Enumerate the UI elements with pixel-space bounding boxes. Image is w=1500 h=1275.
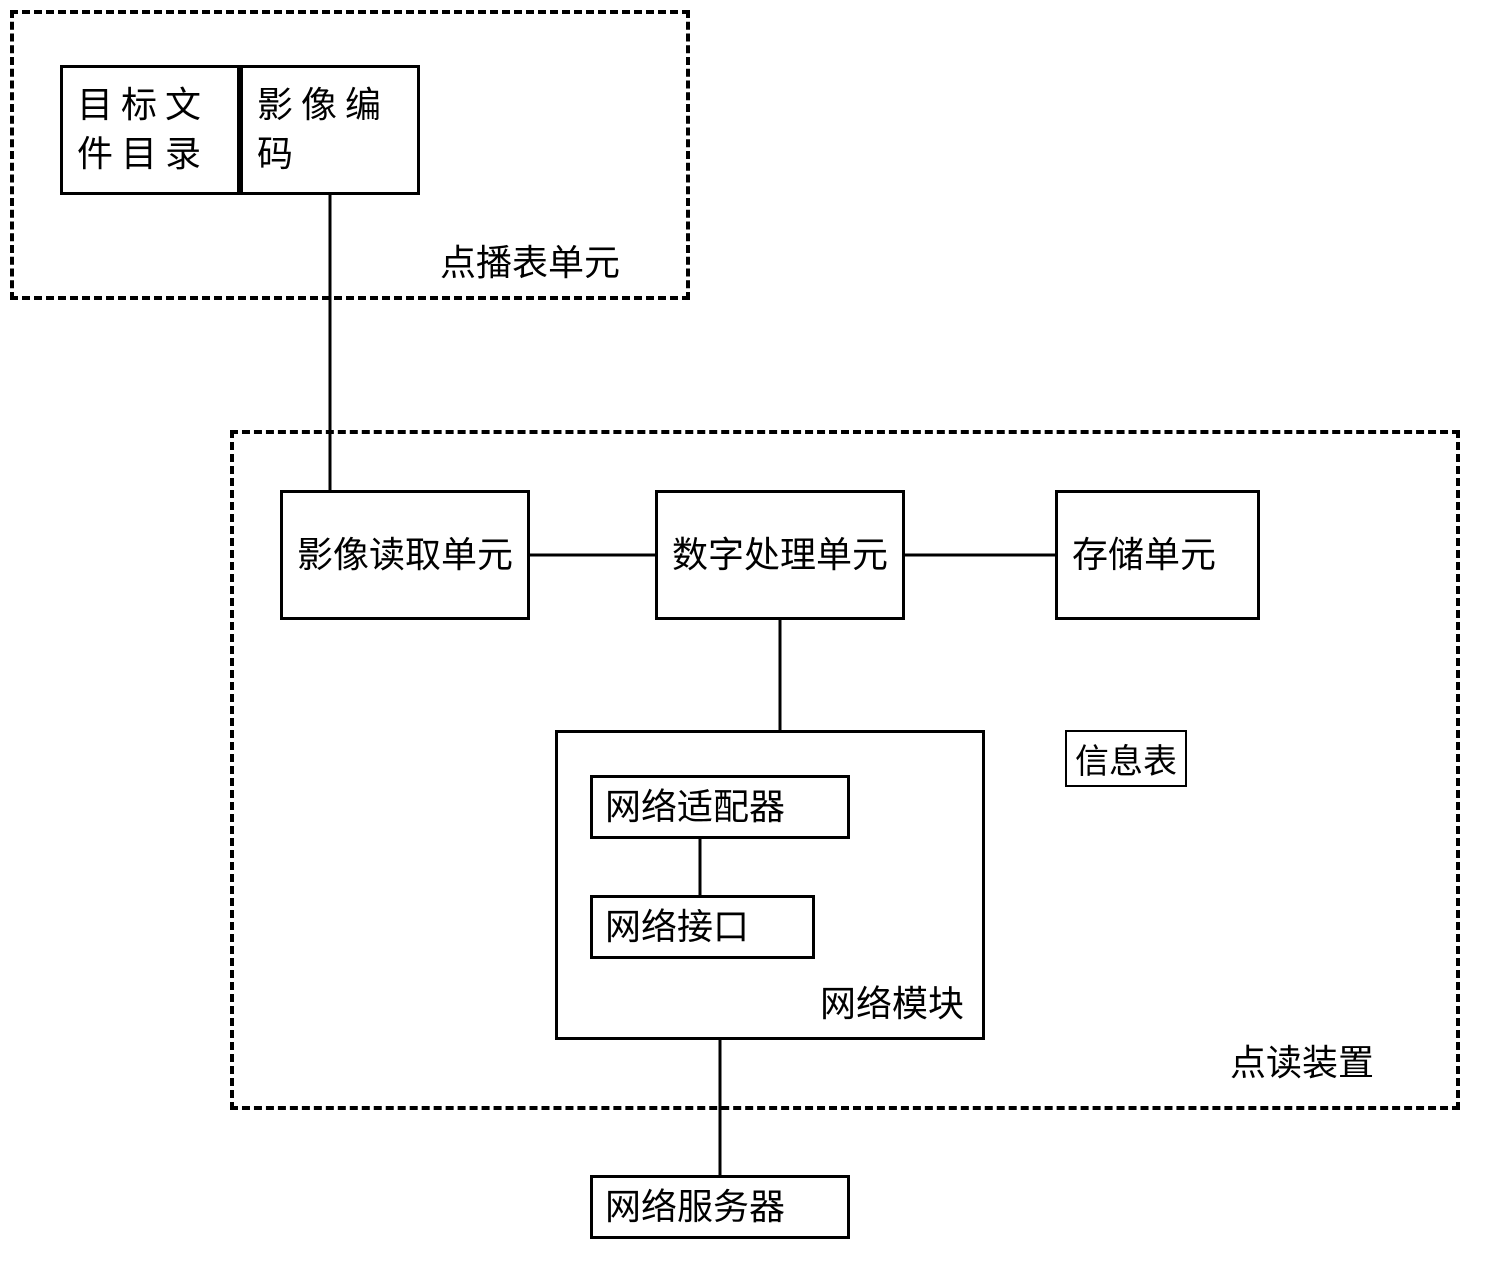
- dsp-box: 数字处理单元: [655, 490, 905, 620]
- info-table-text: 信息表: [1075, 744, 1177, 781]
- target-dir-text: 目标文件目录: [77, 81, 223, 178]
- net-adapter-box: 网络适配器: [590, 775, 850, 839]
- dsp-text: 数字处理单元: [672, 531, 888, 580]
- net-adapter-text: 网络适配器: [605, 783, 785, 832]
- vod-unit-label: 点播表单元: [440, 234, 620, 286]
- storage-box: 存储单元: [1055, 490, 1260, 620]
- image-read-box: 影像读取单元: [280, 490, 530, 620]
- net-server-box: 网络服务器: [590, 1175, 850, 1239]
- image-code-text: 影像编码: [257, 81, 403, 178]
- net-server-text: 网络服务器: [605, 1183, 785, 1232]
- target-dir-box: 目标文件目录: [60, 65, 240, 195]
- image-code-box: 影像编码: [240, 65, 420, 195]
- reader-device-label: 点读装置: [1230, 1034, 1374, 1086]
- net-interface-box: 网络接口: [590, 895, 815, 959]
- info-table-box: 信息表: [1065, 730, 1187, 787]
- net-module-text: 网络模块: [820, 980, 964, 1029]
- net-interface-text: 网络接口: [605, 903, 749, 952]
- storage-text: 存储单元: [1072, 531, 1216, 580]
- image-read-text: 影像读取单元: [297, 531, 513, 580]
